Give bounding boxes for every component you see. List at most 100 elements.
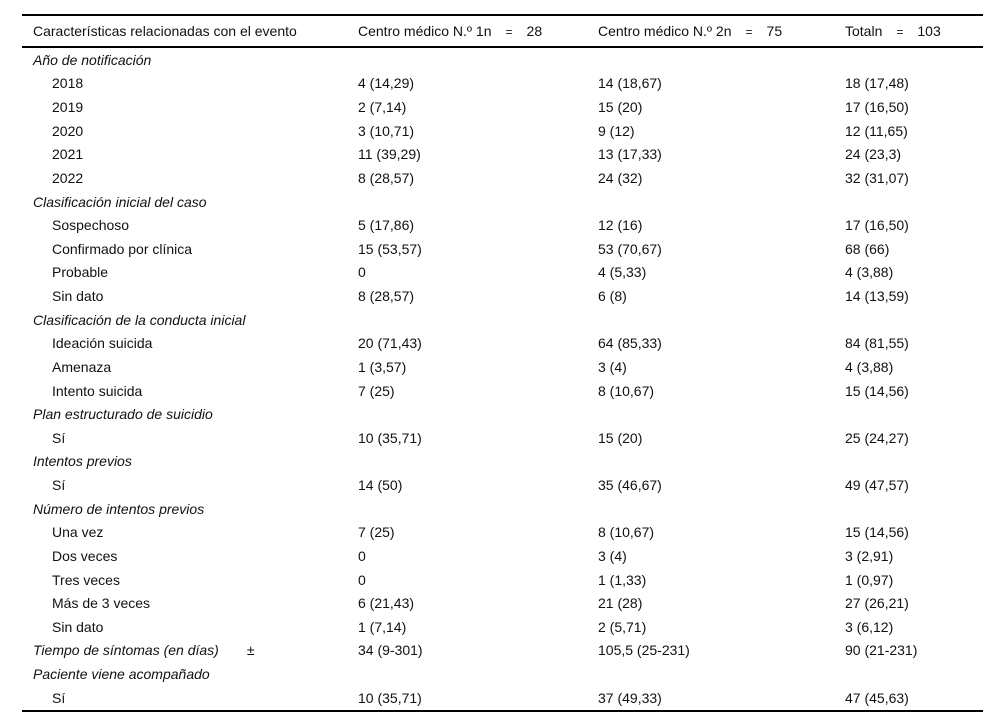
- cell-value-c1: 2 (7,14): [358, 99, 407, 116]
- cell-value-c3: [845, 662, 983, 686]
- cell-value-c1: [358, 497, 598, 521]
- cell-value-c2: 53 (70,67): [598, 240, 662, 257]
- cell-value-c2: 12 (16): [598, 217, 643, 234]
- table-row: Sin dato 1 (7,14) 2 (5,71) 3 (6,12): [22, 615, 983, 639]
- cell-value-c1: [358, 402, 598, 426]
- table-row: 2019 2 (7,14) 15 (20) 17 (16,50): [22, 95, 983, 119]
- row-item-label: 2019: [52, 99, 84, 116]
- cell-value-c3: 32 (31,07): [845, 169, 909, 186]
- cell-value-c3: [845, 450, 983, 474]
- table-row: 2018 4 (14,29) 14 (18,67) 18 (17,48): [22, 72, 983, 96]
- cell-value-c2: 8 (10,67): [598, 382, 655, 399]
- row-item-label: Tres veces: [52, 571, 120, 588]
- table-section-row: Clasificación de la conducta inicial: [22, 308, 983, 332]
- header-total: Totaln = 103: [845, 15, 983, 48]
- cell-value-c1: 10 (35,71): [358, 689, 422, 706]
- cell-value-c3: 3 (6,12): [845, 618, 894, 635]
- equals-sign: =: [505, 25, 513, 39]
- cell-value-c1: 7 (25): [358, 524, 395, 541]
- table-row: Intento suicida 7 (25) 8 (10,67) 15 (14,56): [22, 379, 983, 403]
- table-row: Sí 14 (50) 35 (46,67) 49 (47,57): [22, 473, 983, 497]
- row-item-label: Sí: [52, 477, 66, 494]
- row-section-label: Tiempo de síntomas (en días) ±: [33, 642, 255, 659]
- cell-value-c2: 4 (5,33): [598, 264, 647, 281]
- cell-value-c3: 18 (17,48): [845, 75, 909, 92]
- header-total-n: 103: [917, 23, 941, 39]
- cell-value-c1: 8 (28,57): [358, 169, 415, 186]
- cell-value-c2: [598, 497, 845, 521]
- cell-value-c3: 4 (3,88): [845, 358, 894, 375]
- cell-value-c2: 15 (20): [598, 99, 643, 116]
- cell-value-c2: 35 (46,67): [598, 477, 662, 494]
- cell-value-c1: 7 (25): [358, 382, 395, 399]
- table-row: Sí 10 (35,71) 37 (49,33) 47 (45,63): [22, 686, 983, 711]
- cell-value-c3: 15 (14,56): [845, 382, 909, 399]
- cell-value-c3: 24 (23,3): [845, 146, 902, 163]
- table-row: Una vez 7 (25) 8 (10,67) 15 (14,56): [22, 521, 983, 545]
- cell-value-c2: 6 (8): [598, 288, 627, 305]
- cell-value-c1: 5 (17,86): [358, 217, 415, 234]
- row-item-label: Probable: [52, 264, 109, 281]
- cell-value-c3: 17 (16,50): [845, 99, 909, 116]
- cell-value-c1: 14 (50): [358, 477, 403, 494]
- table-row: Probable 0 4 (5,33) 4 (3,88): [22, 261, 983, 285]
- row-item-label: Amenaza: [52, 358, 112, 375]
- table-row: Sospechoso 5 (17,86) 12 (16) 17 (16,50): [22, 213, 983, 237]
- row-item-label: 2021: [52, 146, 84, 163]
- cell-value-c3: 49 (47,57): [845, 477, 909, 494]
- table-section-row: Intentos previos: [22, 450, 983, 474]
- header-medical-center-2-label: Centro médico N.º 2n: [598, 23, 732, 39]
- cell-value-c3: [845, 402, 983, 426]
- row-item-label: Sospechoso: [52, 217, 130, 234]
- row-section-label: Plan estructurado de suicidio: [33, 406, 213, 423]
- cell-value-c2: [598, 450, 845, 474]
- cell-value-c3: 1 (0,97): [845, 571, 894, 588]
- row-item-label: Una vez: [52, 524, 104, 541]
- cell-value-c2: 3 (4): [598, 358, 627, 375]
- cell-value-c2: 13 (17,33): [598, 146, 662, 163]
- header-characteristics: Características relacionadas con el even…: [22, 15, 358, 48]
- cell-value-c2: [598, 402, 845, 426]
- header-medical-center-1-label: Centro médico N.º 1n: [358, 23, 492, 39]
- table-section-row: Clasificación inicial del caso: [22, 190, 983, 214]
- row-item-label: 2020: [52, 122, 84, 139]
- table-row: 2020 3 (10,71) 9 (12) 12 (11,65): [22, 119, 983, 143]
- row-item-label: Sin dato: [52, 618, 104, 635]
- header-medical-center-2: Centro médico N.º 2n = 75: [598, 15, 845, 48]
- table-section-row: Año de notificación: [22, 47, 983, 72]
- cell-value-c2: 8 (10,67): [598, 524, 655, 541]
- cell-value-c1: 11 (39,29): [358, 146, 421, 163]
- cell-value-c2: 24 (32): [598, 169, 643, 186]
- table-row: Amenaza 1 (3,57) 3 (4) 4 (3,88): [22, 355, 983, 379]
- table-row: Más de 3 veces 6 (21,43) 21 (28) 27 (26,21): [22, 591, 983, 615]
- table-row: Confirmado por clínica 15 (53,57) 53 (70,6…: [22, 237, 983, 261]
- cell-value-c1: 0: [358, 571, 366, 588]
- cell-value-c1: 15 (53,57): [358, 240, 422, 257]
- cell-value-c1: 0: [358, 264, 366, 281]
- cell-value-c1: [358, 190, 598, 214]
- row-section-label: Clasificación de la conducta inicial: [33, 311, 246, 328]
- event-characteristics-table-container: Características relacionadas con el even…: [22, 14, 983, 712]
- cell-value-c3: 90 (21-231): [845, 642, 918, 659]
- cell-value-c1: [358, 662, 598, 686]
- cell-value-c2: [598, 662, 845, 686]
- cell-value-c3: 12 (11,65): [845, 122, 908, 139]
- cell-value-c2: 37 (49,33): [598, 689, 662, 706]
- cell-value-c2: 105,5 (25-231): [598, 642, 690, 659]
- cell-value-c2: [598, 190, 845, 214]
- cell-value-c2: 3 (4): [598, 547, 627, 564]
- row-section-label: Año de notificación: [33, 51, 152, 68]
- cell-value-c2: [598, 47, 845, 72]
- row-section-label: Paciente viene acompañado: [33, 666, 210, 683]
- cell-value-c1: [358, 450, 598, 474]
- row-section-label: Clasificación inicial del caso: [33, 193, 207, 210]
- cell-value-c2: 2 (5,71): [598, 618, 647, 635]
- table-header-row: Características relacionadas con el even…: [22, 15, 983, 48]
- cell-value-c3: [845, 308, 983, 332]
- cell-value-c2: 14 (18,67): [598, 75, 662, 92]
- row-item-label: Confirmado por clínica: [52, 240, 193, 257]
- row-item-label: Sin dato: [52, 288, 104, 305]
- cell-value-c1: 1 (7,14): [358, 618, 407, 635]
- cell-value-c1: 1 (3,57): [358, 358, 407, 375]
- table-row: Ideación suicida 20 (71,43) 64 (85,33) 84 (…: [22, 332, 983, 356]
